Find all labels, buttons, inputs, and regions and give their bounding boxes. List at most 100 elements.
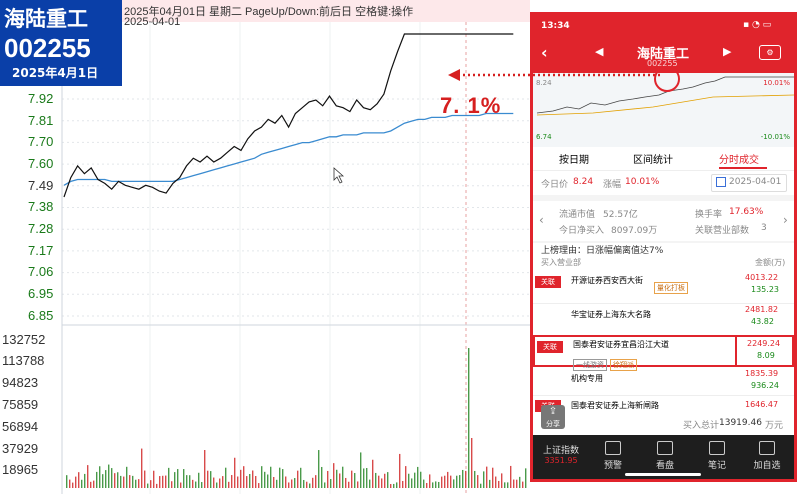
volume-bar	[264, 471, 266, 488]
list-item[interactable]: 华宝证券上海东大名路 2481.82 43.82	[533, 305, 794, 333]
tab-intraday[interactable]: 分时成交	[719, 155, 759, 166]
share-button[interactable]: ⇪ 分享	[541, 405, 565, 429]
prev-stock-icon[interactable]: ◀	[595, 45, 604, 58]
volume-bar	[144, 470, 146, 488]
volume-bar	[288, 482, 290, 488]
volume-bar	[378, 475, 380, 488]
phone-tabs: 按日期 区间统计 分时成交	[533, 151, 794, 171]
volume-bar	[513, 479, 515, 488]
mouse-cursor-icon	[333, 167, 345, 184]
tabbar-index[interactable]: 上证指数 3351.95	[535, 435, 587, 465]
volume-tick: 75859	[2, 397, 39, 412]
volume-bar	[138, 479, 140, 488]
volume-bar	[297, 470, 299, 488]
tab-by-date[interactable]: 按日期	[559, 155, 589, 166]
tabbar-alert[interactable]: 预警	[587, 435, 639, 471]
volume-bar	[504, 482, 506, 488]
list-item-highlighted[interactable]: 关联 国泰君安证券宜昌沿江大道 一线游资 徐翔派 2249.24 8.09	[533, 335, 794, 371]
volume-tick: 94823	[2, 375, 39, 390]
tabbar-watch[interactable]: 看盘	[639, 435, 691, 471]
broker-tags: 一线游资 徐翔派	[573, 352, 637, 371]
status-time: 13:34	[541, 21, 570, 31]
tab-range-stats[interactable]: 区间统计	[633, 155, 673, 166]
turnover-value: 17.63%	[729, 207, 764, 217]
chart-grid	[62, 22, 530, 494]
volume-bar	[132, 475, 134, 488]
volume-bar	[156, 483, 158, 488]
divider	[533, 303, 794, 304]
tabbar-notes[interactable]: 笔记	[691, 435, 743, 471]
price-line	[63, 33, 514, 198]
home-indicator	[625, 473, 701, 476]
sell-amount: 43.82	[751, 317, 774, 326]
volume-tick: 37929	[2, 441, 39, 456]
broker-name: 国泰君安证券上海新闸路	[571, 401, 659, 410]
volume-bar	[267, 474, 269, 488]
volume-bar	[303, 479, 305, 488]
settings-icon[interactable]: ⚙	[759, 45, 781, 60]
net-buy-label: 今日净买入	[559, 226, 605, 236]
volume-bar	[234, 457, 236, 488]
scroll-right-icon[interactable]: ›	[783, 213, 788, 227]
volume-bar	[435, 481, 437, 488]
mini-chart: 8.24 10.01% 6.74 -10.01%	[533, 66, 794, 147]
volume-tick: 56894	[2, 419, 39, 434]
chart-toolbar: 2025年04月01日 星期二 PageUp/Down:前后日 空格键:操作	[0, 0, 530, 22]
badge-date: 2025年4月1日	[12, 66, 99, 80]
volume-bar	[210, 471, 212, 488]
volume-bar	[327, 470, 329, 488]
sell-amount: 135.23	[751, 285, 779, 294]
volume-bar	[159, 476, 161, 488]
float-cap-value: 52.57亿	[603, 210, 638, 220]
buy-amount: 2481.82	[745, 305, 779, 314]
volume-bar	[216, 482, 218, 488]
buy-header: 买入营业部	[541, 258, 581, 267]
volume-bar	[120, 475, 122, 488]
divider	[533, 395, 794, 396]
alarm-icon	[605, 441, 621, 455]
divider	[533, 241, 794, 243]
today-price-label: 今日价	[541, 180, 569, 190]
volume-bar	[135, 479, 137, 488]
arrow-head-icon	[448, 69, 460, 81]
list-item[interactable]: 机构专用 1835.39 936.24	[533, 369, 794, 395]
scroll-left-icon[interactable]: ‹	[539, 213, 544, 227]
volume-bar	[249, 474, 251, 488]
price-tick: 7.28	[28, 221, 54, 236]
price-tick: 7.60	[28, 156, 54, 171]
stock-badge: 海陆重工 002255 2025年4月1日	[0, 0, 122, 86]
volume-bar	[357, 481, 359, 488]
share-label: 分享	[546, 420, 560, 428]
volume-bar	[213, 477, 215, 488]
volume-bar	[369, 479, 371, 488]
volume-bar	[111, 468, 113, 488]
price-tick: 6.95	[28, 286, 54, 301]
chart-canvas	[61, 0, 530, 494]
reason-text: 上榜理由：日涨幅偏离值达7%	[541, 246, 664, 256]
today-price-row: 今日价 8.24 涨幅 10.01% 2025-04-01	[533, 174, 794, 192]
volume-bar	[246, 476, 248, 488]
volume-bar	[201, 482, 203, 488]
plus-icon	[759, 441, 775, 455]
next-stock-icon[interactable]: ▶	[723, 45, 732, 58]
tabbar-add-watchlist[interactable]: 加自选	[741, 435, 793, 471]
date-picker[interactable]	[711, 174, 787, 192]
note-icon	[709, 441, 725, 455]
tab-underline	[719, 167, 767, 169]
volume-bar	[162, 475, 164, 488]
price-tick: 7.49	[28, 178, 54, 193]
volume-bar	[417, 466, 419, 488]
volume-bar	[483, 471, 485, 488]
back-icon[interactable]: ‹	[541, 43, 548, 62]
volume-bar	[360, 452, 362, 488]
list-item[interactable]: 关联 国泰君安证券上海新闸路 1646.47	[533, 397, 794, 415]
list-item[interactable]: 关联 开源证券西安西大街 量化打板 4013.22 135.23	[533, 273, 794, 303]
volume-bar	[405, 466, 407, 488]
change-value: 10.01%	[625, 177, 660, 187]
price-tick: 7.06	[28, 264, 54, 279]
turnover-label: 换手率	[695, 210, 723, 220]
float-cap-label: 流通市值	[559, 210, 596, 220]
volume-bar	[174, 472, 176, 488]
volume-bar	[192, 479, 194, 488]
cell-divider	[735, 337, 737, 365]
